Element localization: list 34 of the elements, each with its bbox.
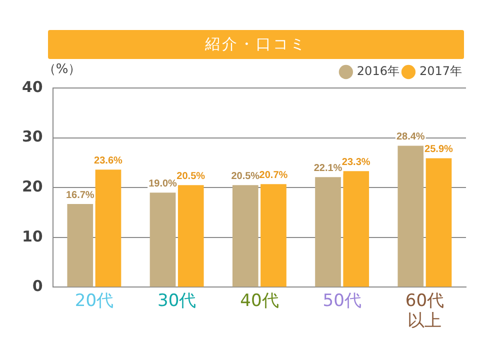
chart-title: 紹介・口コミ <box>48 30 464 59</box>
bar <box>260 184 286 287</box>
bar <box>95 170 122 287</box>
x-tick-label: 40代 <box>240 290 279 311</box>
y-axis-title: （%） <box>42 62 82 77</box>
data-label: 20.7% <box>259 170 288 181</box>
x-tick-label: 30代 <box>157 290 196 311</box>
bar <box>232 185 258 287</box>
x-tick-label: 20代 <box>74 290 114 311</box>
data-label: 20.5% <box>176 170 206 182</box>
data-label: 22.1% <box>314 162 342 174</box>
y-tick-label: 30 <box>22 128 43 146</box>
bar <box>398 146 424 287</box>
data-label: 28.4% <box>396 132 425 143</box>
bar <box>426 158 452 287</box>
bar <box>178 185 204 287</box>
x-tick-label: 60代以上 <box>405 290 444 332</box>
y-tick-label: 0 <box>32 277 43 296</box>
data-label: 23.6% <box>94 155 123 166</box>
y-tick-label: 10 <box>22 227 43 246</box>
legend-label: 2016年 <box>356 64 400 78</box>
x-tick-label: 50代 <box>322 290 362 311</box>
y-tick-label: 40 <box>22 78 43 96</box>
bar <box>343 171 370 287</box>
data-label: 23.3% <box>342 156 370 168</box>
data-label: 16.7% <box>66 190 94 201</box>
bar <box>67 204 94 287</box>
legend-label: 2017年 <box>419 64 462 78</box>
data-label: 19.0% <box>148 178 178 190</box>
data-label: 25.9% <box>424 144 454 155</box>
y-tick-label: 20 <box>22 177 43 196</box>
data-label: 20.5% <box>231 170 260 182</box>
bar <box>150 192 176 287</box>
bar <box>315 177 341 287</box>
